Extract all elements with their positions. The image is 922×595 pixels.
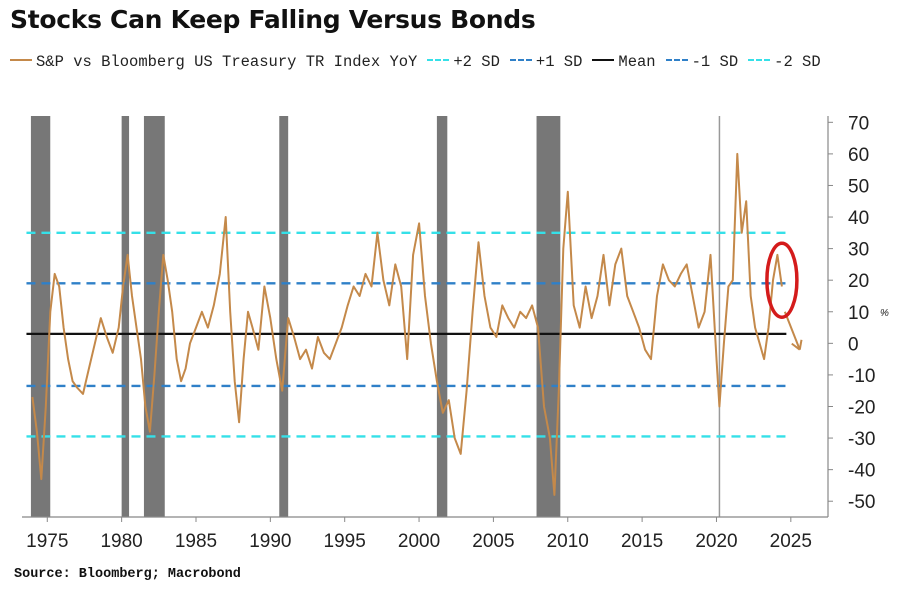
legend: S&P vs Bloomberg US Treasury TR Index Yo…	[10, 48, 870, 77]
y-tick-label: 60	[848, 145, 869, 166]
x-tick-label: 1990	[249, 531, 291, 552]
y-tick-label: 50	[848, 176, 869, 197]
y-tick-label: 70	[848, 113, 869, 134]
y-unit-label: %	[880, 308, 889, 319]
chart-title: Stocks Can Keep Falling Versus Bonds	[10, 5, 536, 34]
forecast-arrow-head	[791, 342, 801, 351]
y-tick-label: 20	[848, 271, 869, 292]
x-tick-label: 2010	[547, 531, 589, 552]
x-tick-label: 2020	[695, 531, 737, 552]
forecast-arrow-line	[783, 311, 801, 351]
y-tick-label: -40	[848, 461, 875, 482]
legend-item: -1 SD	[665, 48, 739, 77]
legend-swatch	[665, 58, 688, 61]
recession-bar	[536, 116, 561, 517]
y-tick-label: 10	[848, 303, 869, 324]
series-line	[31, 152, 783, 496]
recession-bar	[143, 116, 165, 517]
legend-label: S&P vs Bloomberg US Treasury TR Index Yo…	[36, 53, 418, 71]
legend-swatch	[509, 58, 532, 61]
x-tick-label: 2005	[472, 531, 514, 552]
legend-swatch	[592, 58, 615, 61]
legend-item: -2 SD	[748, 48, 821, 77]
forecast-arrow-head	[798, 339, 803, 350]
legend-item: S&P vs Bloomberg US Treasury TR Index Yo…	[10, 48, 417, 77]
x-tick-label: 2015	[621, 531, 663, 552]
legend-label: -1 SD	[691, 53, 739, 71]
y-tick-label: -50	[848, 492, 875, 513]
y-tick-label: 40	[848, 208, 869, 229]
legend-swatch	[10, 58, 32, 61]
x-tick-label: 1995	[324, 531, 366, 552]
x-tick-label: 2025	[770, 531, 812, 552]
source-note: Source: Bloomberg; Macrobond	[14, 567, 241, 582]
x-tick-label: 1985	[175, 531, 217, 552]
recession-bar	[30, 116, 51, 517]
recession-bar	[436, 116, 448, 517]
legend-item: +1 SD	[509, 48, 583, 77]
recession-bar	[121, 116, 130, 517]
legend-item: Mean	[592, 48, 656, 77]
y-tick-label: -10	[848, 366, 875, 387]
legend-label: -2 SD	[774, 53, 821, 71]
y-tick-label: -30	[848, 429, 875, 450]
legend-swatch	[748, 58, 771, 61]
x-tick-label: 1980	[100, 531, 142, 552]
y-tick-label: 30	[848, 240, 869, 261]
legend-swatch	[427, 58, 450, 61]
x-tick-label: 2000	[398, 531, 440, 552]
recession-bar	[279, 116, 289, 517]
legend-label: Mean	[618, 53, 656, 71]
highlight-ellipse	[765, 241, 799, 319]
y-tick-label: 0	[848, 334, 859, 355]
legend-label: +1 SD	[535, 53, 583, 71]
legend-item: +2 SD	[427, 48, 500, 77]
legend-label: +2 SD	[453, 53, 500, 71]
x-tick-label: 1975	[26, 531, 68, 552]
y-tick-label: -20	[848, 397, 875, 418]
